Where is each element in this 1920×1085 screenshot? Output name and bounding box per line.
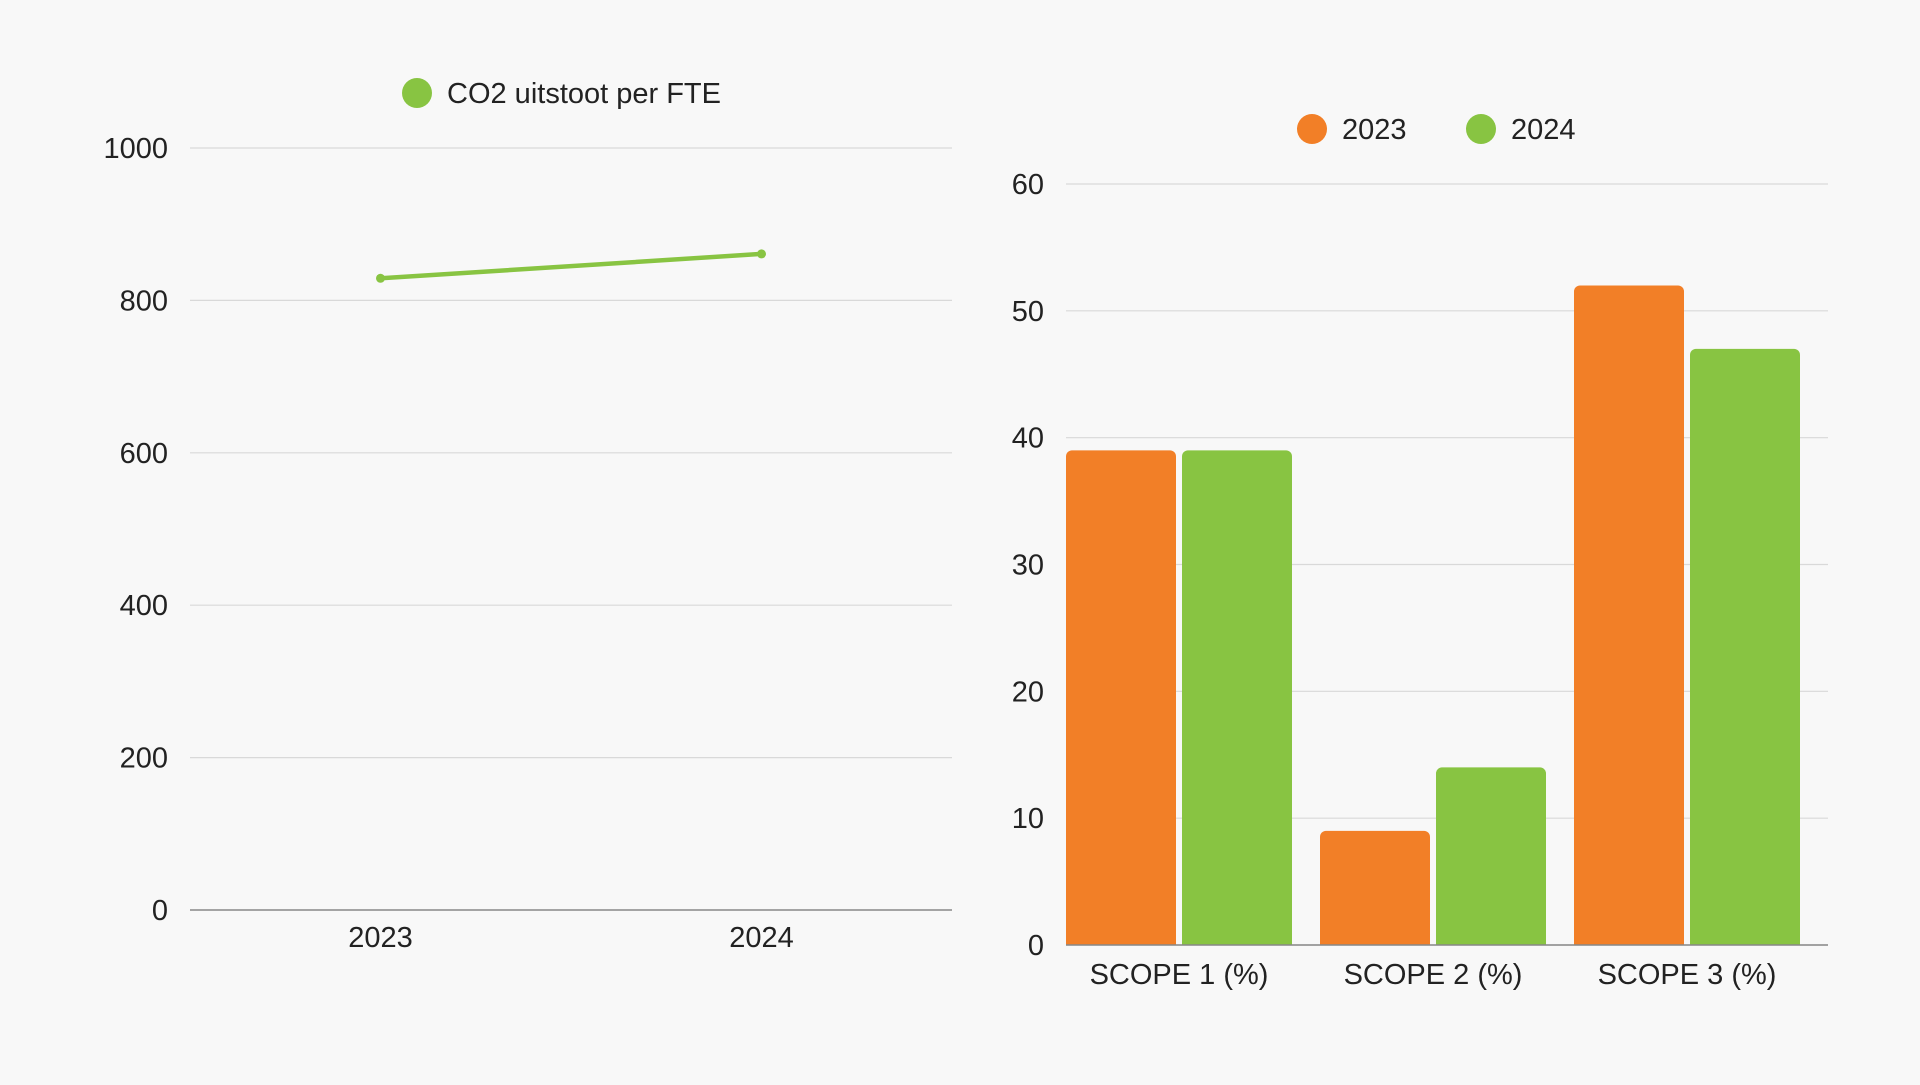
bar-legend-marker-2024 bbox=[1466, 114, 1496, 144]
bar-2024-2 bbox=[1436, 767, 1546, 945]
bar-legend-label: 2023 bbox=[1342, 114, 1407, 146]
bar-legend-label: 2024 bbox=[1511, 114, 1576, 146]
bar-2024-1 bbox=[1182, 450, 1292, 945]
bar-y-tick-label: 40 bbox=[1012, 423, 1044, 455]
bar-base-2024-3 bbox=[1690, 937, 1800, 945]
bar-2024-3 bbox=[1690, 348, 1800, 946]
bar-y-tick-label: 0 bbox=[1028, 930, 1044, 962]
bar-y-tick-label: 20 bbox=[1012, 676, 1044, 708]
line-x-tick-label: 2023 bbox=[348, 922, 413, 954]
bar-x-tick-label: SCOPE 2 (%) bbox=[1344, 959, 1523, 991]
line-series-co2 bbox=[378, 251, 764, 281]
line-data-point bbox=[376, 273, 385, 283]
bar-base-2024-1 bbox=[1182, 937, 1292, 945]
bar-base-2023-3 bbox=[1574, 937, 1684, 945]
bar-2023-1 bbox=[1066, 450, 1176, 945]
bar-base-2024-2 bbox=[1436, 937, 1546, 945]
line-y-tick-label: 600 bbox=[120, 438, 168, 470]
line-y-tick-label: 400 bbox=[120, 590, 168, 622]
line-y-tick-label: 1000 bbox=[103, 133, 168, 165]
bar-y-tick-label: 50 bbox=[1012, 296, 1044, 328]
line-y-tick-label: 0 bbox=[152, 895, 168, 927]
bar-x-tick-label: SCOPE 3 (%) bbox=[1598, 959, 1777, 991]
line-y-tick-label: 800 bbox=[120, 285, 168, 317]
bar-legend-marker-2023 bbox=[1297, 114, 1327, 144]
bar-chart: 0 10 20 30 40 50 60 SCOPE 1 (%) SCOPE 2 (%) SCOPE… bbox=[1012, 114, 1828, 991]
line-data-point bbox=[757, 249, 766, 259]
line-x-tick-label: 2024 bbox=[729, 922, 794, 954]
line-y-tick-label: 200 bbox=[120, 743, 168, 775]
bar-y-tick-label: 10 bbox=[1012, 803, 1044, 835]
line-legend-marker bbox=[402, 78, 432, 108]
bar-base-2023-2 bbox=[1320, 937, 1430, 945]
bar-2023-3 bbox=[1574, 285, 1684, 945]
line-chart: 0 200 400 600 800 1000 2023 2024 CO2 uitstoot pe… bbox=[103, 78, 952, 954]
bar-base-2023-1 bbox=[1066, 937, 1176, 945]
bar-y-tick-label: 60 bbox=[1012, 169, 1044, 201]
bar-x-tick-label: SCOPE 1 (%) bbox=[1090, 959, 1269, 991]
bar-y-tick-label: 30 bbox=[1012, 550, 1044, 582]
bar-2023-2 bbox=[1320, 830, 1430, 945]
line-legend-label: CO2 uitstoot per FTE bbox=[447, 78, 721, 110]
